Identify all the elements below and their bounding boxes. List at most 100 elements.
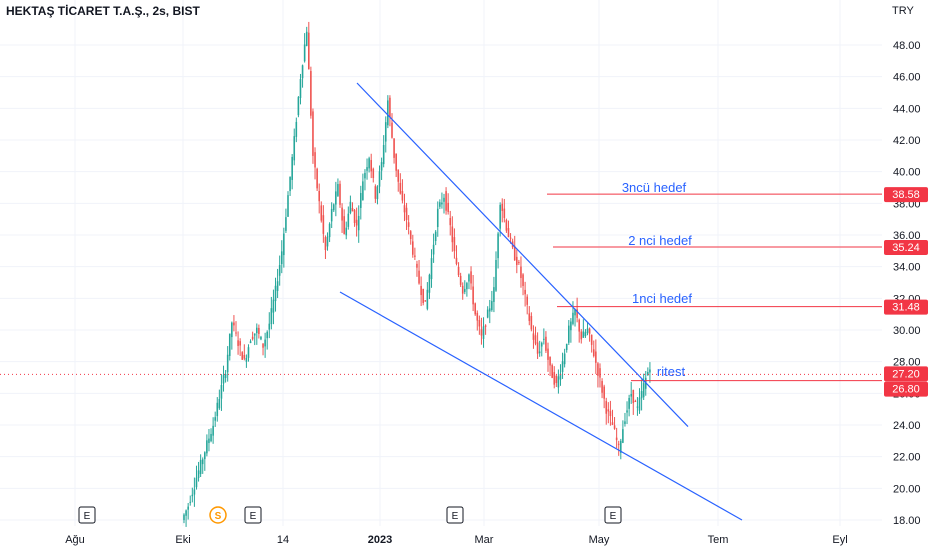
candle-body xyxy=(561,361,564,373)
candle-body xyxy=(341,207,343,221)
dividend-marker xyxy=(209,506,227,524)
candle-body xyxy=(378,171,381,187)
x-tick-label: Mar xyxy=(475,534,494,546)
candle-body xyxy=(509,237,512,239)
candle-body xyxy=(260,336,262,340)
candle-body xyxy=(235,332,237,334)
candle-body xyxy=(628,397,630,409)
annotation-label: 3ncü hedef xyxy=(622,180,687,195)
candle-body xyxy=(482,326,485,339)
candle-body xyxy=(568,325,570,343)
candle-body xyxy=(372,168,375,179)
candle-body xyxy=(218,399,221,409)
candle-body xyxy=(638,397,641,411)
candle-body xyxy=(649,369,651,373)
candle-body xyxy=(451,226,454,243)
candle-body xyxy=(289,176,291,192)
candle-body xyxy=(293,136,296,161)
candle-body xyxy=(439,202,441,207)
annotation-label: ritest xyxy=(657,364,686,379)
candle-body xyxy=(247,347,250,358)
candle-body xyxy=(549,356,551,366)
candle-body xyxy=(430,258,433,280)
y-tick-label: 40.00 xyxy=(893,167,921,179)
candle-body xyxy=(301,65,304,79)
price-badges: 38.58 35.24 31.48 27.20 26.80 xyxy=(884,187,928,397)
candle-body xyxy=(466,283,468,290)
candle-body xyxy=(287,195,289,217)
candle-body xyxy=(416,263,418,268)
candle-body xyxy=(351,208,354,212)
price-axis[interactable]: 48.0046.0044.0042.0040.0038.0036.0034.00… xyxy=(893,40,921,527)
x-tick-label: Ağu xyxy=(65,534,85,546)
candle-body xyxy=(330,208,333,222)
candle-body xyxy=(256,327,258,334)
candle-body xyxy=(237,340,239,346)
candle-body xyxy=(622,429,624,443)
candle-body xyxy=(607,409,610,412)
candle-body xyxy=(384,122,387,142)
candle-body xyxy=(412,241,414,255)
candle-body xyxy=(624,421,626,424)
price-badge xyxy=(884,366,928,382)
candle-body xyxy=(642,383,645,398)
y-tick-label: 36.00 xyxy=(893,230,921,242)
y-tick-label: 28.00 xyxy=(893,357,921,369)
candle-body xyxy=(324,237,327,251)
candle-body xyxy=(278,265,281,276)
price-badge xyxy=(884,381,928,397)
candle-body xyxy=(613,425,616,429)
candle-body xyxy=(634,401,637,403)
grid-lines xyxy=(0,0,882,526)
candle-body xyxy=(332,204,335,211)
candle-body xyxy=(480,329,483,336)
earnings-marker-label: E xyxy=(610,511,617,522)
time-axis[interactable]: Ağu Eki 14 2023 Mar May Tem Eyl xyxy=(65,534,847,546)
y-tick-label: 34.00 xyxy=(893,262,921,274)
candle-body xyxy=(389,97,391,118)
candle-body xyxy=(283,233,285,256)
candle-body xyxy=(474,303,476,315)
candle-body xyxy=(343,216,345,234)
earnings-marker xyxy=(244,506,262,524)
candle-body xyxy=(297,97,300,116)
candle-body xyxy=(397,169,400,182)
candle-body xyxy=(280,251,283,265)
candle-body xyxy=(204,452,206,460)
candle-body xyxy=(615,437,618,441)
y-tick-label: 30.00 xyxy=(893,325,921,337)
candle-body xyxy=(195,477,198,488)
candle-body xyxy=(441,202,443,205)
candle-body xyxy=(518,262,520,264)
candle-body xyxy=(231,322,233,338)
candle-body xyxy=(295,121,298,137)
candle-body xyxy=(464,288,466,292)
x-tick-label: 14 xyxy=(277,534,289,546)
candle-body xyxy=(559,373,562,380)
candle-body xyxy=(233,322,235,326)
candle-body xyxy=(530,316,533,330)
candle-body xyxy=(264,339,266,347)
candle-body xyxy=(360,193,362,208)
dividend-marker-label: S xyxy=(215,511,222,522)
candle-body xyxy=(507,228,510,238)
candle-body xyxy=(632,390,635,404)
candlestick-series xyxy=(183,21,651,527)
candle-body xyxy=(258,327,260,334)
candle-body xyxy=(493,287,495,302)
candle-body xyxy=(310,71,312,116)
price-badge-label: 26.80 xyxy=(892,384,920,396)
x-tick-label: Eki xyxy=(175,534,190,546)
candle-body xyxy=(592,349,595,357)
trendlines[interactable] xyxy=(339,82,743,521)
candle-body xyxy=(422,288,424,304)
candle-body xyxy=(574,309,576,316)
candle-body xyxy=(355,219,358,226)
candle-body xyxy=(545,336,547,351)
candle-body xyxy=(366,167,368,171)
candle-body xyxy=(339,183,341,205)
candle-body xyxy=(565,343,568,350)
candle-body xyxy=(401,190,404,201)
